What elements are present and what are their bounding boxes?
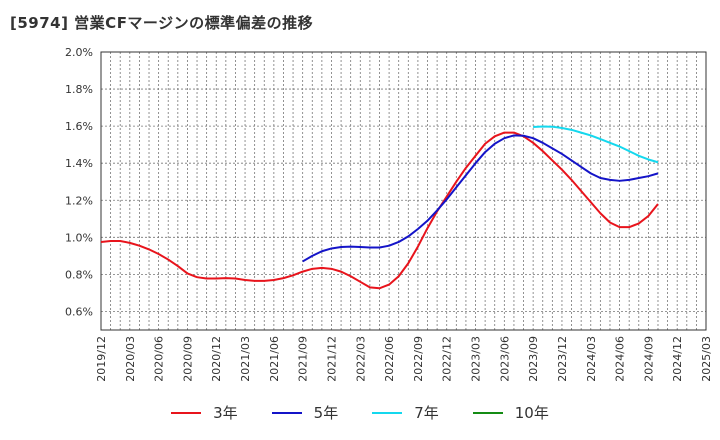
x-tick-label: 2024/03: [585, 336, 598, 382]
legend-swatch: [372, 411, 403, 414]
legend: 3年 5年 7年 10年: [0, 402, 720, 423]
y-tick-label: 1.8%: [65, 83, 93, 96]
legend-item: 5年: [271, 402, 339, 423]
y-tick-label: 0.6%: [65, 305, 93, 318]
legend-swatch: [171, 411, 202, 414]
x-tick-label: 2020/03: [124, 336, 137, 382]
y-tick-label: 1.4%: [65, 157, 93, 170]
x-tick-label: 2022/09: [412, 336, 425, 382]
y-tick-label: 1.6%: [65, 120, 93, 133]
x-tick-label: 2019/12: [95, 336, 108, 382]
y-tick-label: 2.0%: [65, 46, 93, 59]
x-tick-label: 2021/12: [325, 336, 338, 382]
x-tick-label: 2021/09: [297, 336, 310, 382]
legend-label: 10年: [514, 404, 549, 422]
legend-swatch: [271, 411, 302, 414]
legend-label: 5年: [313, 404, 339, 422]
x-tick-label: 2020/06: [153, 336, 166, 382]
legend-label: 3年: [213, 404, 238, 422]
x-tick-label: 2020/09: [181, 336, 194, 382]
x-tick-label: 2024/12: [671, 336, 684, 382]
series-line-3年: [100, 131, 659, 290]
x-tick-label: 2020/12: [210, 336, 223, 382]
legend-swatch: [472, 411, 503, 414]
x-tick-label: 2023/09: [527, 336, 540, 382]
x-tick-label: 2022/06: [383, 336, 396, 382]
series: [100, 125, 659, 290]
x-tick-label: 2023/06: [498, 336, 511, 382]
grid: [100, 51, 707, 330]
x-tick-label: 2024/06: [614, 336, 627, 382]
axes: 0.6% 0.8% 1.0% 1.2% 1.4% 1.6% 1.8% 2.0% 2019/12 2…: [65, 46, 713, 382]
chart-title: [5974] 営業CFマージンの標準偏差の推移: [10, 14, 314, 32]
legend-label: 7年: [414, 404, 439, 422]
series-line-7年: [533, 125, 659, 164]
line-chart: 0.6% 0.8% 1.0% 1.2% 1.4% 1.6% 1.8% 2.0% 2019/12 2…: [65, 46, 713, 382]
x-tick-label: 2023/12: [556, 336, 569, 382]
y-tick-label: 1.2%: [65, 194, 93, 207]
x-tick-label: 2022/12: [441, 336, 454, 382]
y-tick-label: 1.0%: [65, 231, 93, 244]
x-tick-label: 2025/03: [700, 336, 713, 382]
legend-item: 3年: [171, 402, 238, 423]
plot-frame: [100, 51, 707, 331]
series-line-5年: [302, 134, 659, 263]
y-tick-label: 0.8%: [65, 268, 93, 281]
legend-item: 7年: [372, 402, 439, 423]
x-tick-label: 2023/03: [470, 336, 483, 382]
x-tick-label: 2021/06: [268, 336, 281, 382]
x-tick-label: 2024/09: [642, 336, 655, 382]
x-tick-label: 2022/03: [354, 336, 367, 382]
x-tick-label: 2021/03: [239, 336, 252, 382]
legend-item: 10年: [472, 402, 549, 423]
